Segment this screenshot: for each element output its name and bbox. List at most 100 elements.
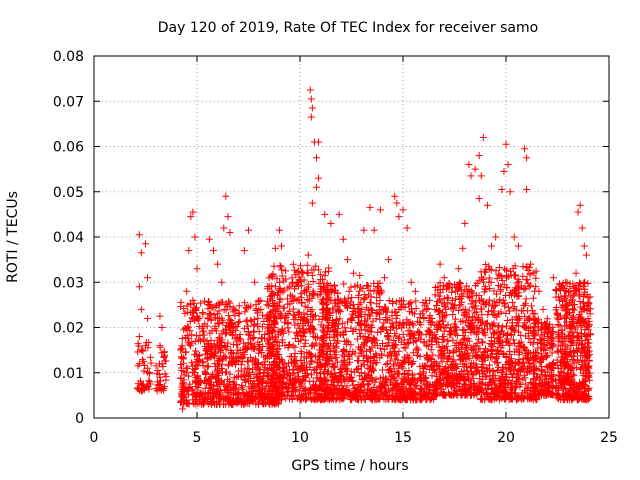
data-point	[156, 312, 164, 320]
data-point	[471, 165, 479, 173]
data-point	[304, 269, 312, 277]
data-point	[303, 394, 311, 402]
data-point	[203, 380, 211, 388]
data-point	[278, 359, 286, 367]
data-point	[215, 394, 223, 402]
data-point	[327, 219, 335, 227]
data-point	[288, 274, 296, 282]
data-point	[155, 381, 163, 389]
data-point	[145, 338, 153, 346]
data-point	[259, 398, 267, 406]
data-point	[219, 392, 227, 400]
data-point	[213, 302, 221, 310]
data-point	[440, 274, 448, 282]
data-point	[197, 337, 205, 345]
data-point	[195, 352, 203, 360]
data-point	[245, 365, 253, 373]
data-point	[256, 370, 264, 378]
data-point	[142, 240, 149, 248]
data-point	[580, 278, 588, 286]
data-point	[366, 204, 374, 212]
data-point	[251, 278, 259, 286]
data-point	[215, 342, 223, 350]
data-point	[204, 362, 212, 370]
data-point	[188, 331, 196, 339]
data-point	[277, 242, 285, 250]
data-point	[189, 368, 197, 376]
data-point	[205, 384, 213, 392]
data-point	[193, 400, 201, 408]
data-point	[411, 287, 419, 295]
data-point	[487, 346, 495, 354]
data-point	[226, 327, 234, 335]
data-point	[229, 400, 237, 408]
data-point	[407, 278, 415, 286]
data-point	[455, 265, 463, 273]
data-point	[218, 356, 226, 364]
data-point	[307, 113, 315, 121]
data-point	[260, 318, 268, 326]
data-point	[209, 342, 217, 350]
data-point	[263, 301, 271, 309]
data-point	[220, 224, 228, 232]
data-point	[289, 260, 297, 268]
data-point	[282, 313, 290, 321]
data-point	[185, 247, 193, 255]
data-point	[556, 296, 564, 304]
data-point	[135, 231, 143, 239]
data-point	[203, 363, 211, 371]
data-point	[251, 320, 259, 328]
data-point	[269, 313, 277, 321]
data-point	[508, 373, 516, 381]
data-point	[210, 390, 218, 398]
data-point	[181, 348, 189, 356]
data-point	[255, 346, 263, 354]
data-point	[226, 228, 234, 236]
data-point	[180, 371, 188, 379]
data-point	[242, 344, 250, 352]
data-point	[224, 339, 232, 347]
data-point	[289, 342, 297, 350]
data-point	[242, 317, 250, 325]
data-point	[539, 305, 547, 313]
data-point	[238, 352, 246, 360]
data-point	[140, 385, 148, 393]
data-point	[265, 302, 273, 310]
data-point	[576, 297, 584, 305]
data-point	[247, 395, 255, 403]
data-point	[259, 311, 267, 319]
data-point	[277, 263, 285, 271]
data-point	[135, 386, 143, 394]
data-point	[188, 359, 196, 367]
data-point	[236, 353, 244, 361]
data-point	[162, 376, 170, 384]
data-point	[297, 277, 305, 285]
data-point	[224, 362, 232, 370]
data-point	[242, 389, 250, 397]
data-point	[347, 283, 355, 291]
data-point	[264, 396, 272, 404]
data-point	[257, 335, 265, 343]
data-point	[177, 364, 185, 372]
data-point	[311, 311, 319, 319]
data-point	[215, 334, 223, 342]
data-point	[136, 377, 144, 385]
data-point	[582, 251, 590, 259]
data-point	[514, 242, 522, 250]
data-point	[308, 271, 316, 279]
data-point	[137, 249, 145, 257]
data-point	[203, 354, 211, 362]
data-point	[272, 363, 280, 371]
data-point	[178, 380, 186, 388]
data-point	[222, 306, 230, 314]
data-point	[370, 336, 378, 344]
data-point	[479, 133, 487, 141]
data-point	[152, 362, 160, 370]
data-point	[137, 305, 145, 313]
data-point	[235, 310, 243, 318]
data-point	[483, 201, 491, 209]
data-point	[280, 304, 288, 312]
data-point	[519, 263, 527, 271]
data-point	[236, 318, 244, 326]
data-point	[252, 364, 260, 372]
